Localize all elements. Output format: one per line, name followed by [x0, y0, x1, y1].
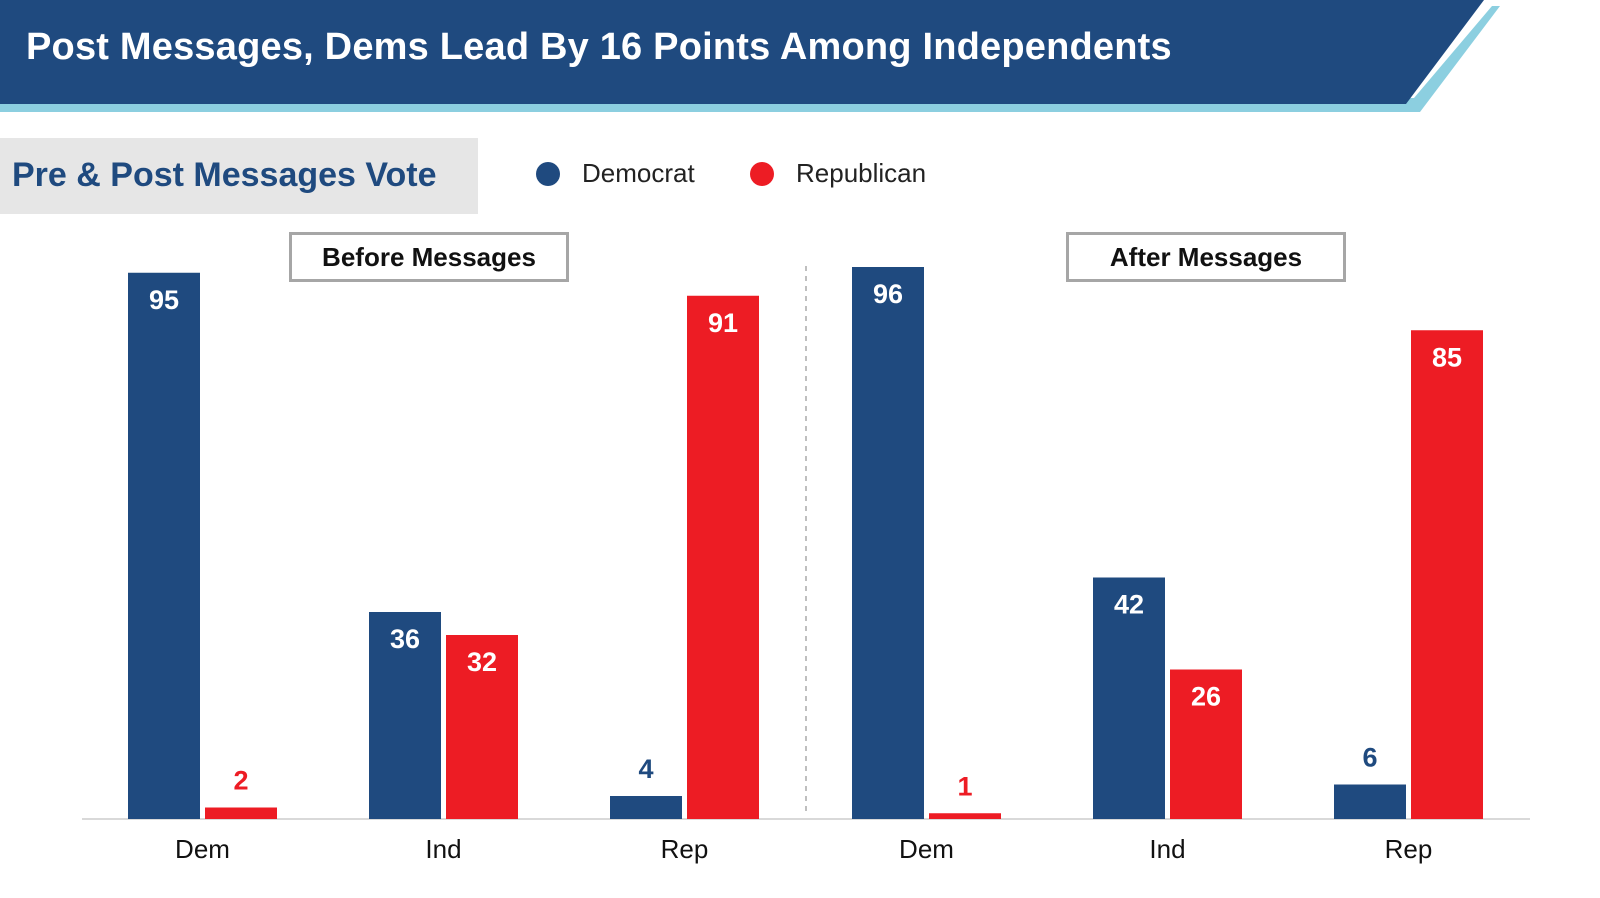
page-title: Post Messages, Dems Lead By 16 Points Am… — [26, 26, 1172, 68]
bar-before-ind-republican — [446, 635, 518, 819]
legend-label-democrat: Democrat — [582, 158, 695, 188]
x-tick-label-before-rep: Rep — [661, 834, 709, 864]
x-tick-label-before-ind: Ind — [425, 834, 461, 864]
data-label-after-dem-republican: 1 — [957, 771, 972, 801]
x-tick-label-before-dem: Dem — [175, 834, 230, 864]
bar-before-dem-democrat — [128, 272, 200, 819]
data-label-before-ind-republican: 32 — [467, 647, 497, 677]
chart-subtitle: Pre & Post Messages Vote — [12, 156, 437, 194]
data-label-after-rep-democrat: 6 — [1362, 743, 1377, 773]
legend-dot-republican — [750, 161, 774, 186]
bar-after-ind-democrat — [1093, 577, 1165, 819]
bar-after-ind-republican — [1170, 669, 1242, 819]
x-tick-label-after-dem: Dem — [899, 834, 954, 864]
legend-label-republican: Republican — [796, 158, 927, 188]
bar-before-rep-republican — [687, 295, 759, 819]
bar-before-rep-democrat — [610, 796, 682, 819]
bar-after-dem-republican — [929, 813, 1001, 819]
bar-before-dem-republican — [205, 807, 277, 819]
x-tick-label-after-rep: Rep — [1385, 834, 1433, 864]
title-banner — [0, 0, 1500, 112]
legend-item-democrat: Democrat — [536, 158, 695, 189]
legend-item-republican: Republican — [750, 158, 926, 189]
data-label-after-ind-republican: 26 — [1191, 682, 1221, 712]
bar-before-ind-democrat — [369, 612, 441, 819]
panel-label-after: After Messages — [1066, 232, 1346, 282]
x-tick-label-after-ind: Ind — [1149, 834, 1185, 864]
data-label-before-rep-democrat: 4 — [638, 754, 653, 784]
data-label-before-dem-democrat: 95 — [149, 285, 179, 315]
bar-after-dem-democrat — [852, 267, 924, 819]
data-label-after-rep-republican: 85 — [1432, 342, 1462, 372]
bar-after-rep-democrat — [1334, 784, 1406, 819]
banner-background — [0, 0, 1484, 104]
subtitle-box: Pre & Post Messages Vote — [0, 138, 478, 214]
data-label-after-dem-democrat: 96 — [873, 279, 903, 309]
data-label-before-rep-republican: 91 — [708, 308, 738, 338]
data-label-before-ind-democrat: 36 — [390, 624, 420, 654]
data-label-before-dem-republican: 2 — [233, 766, 248, 796]
data-label-after-ind-democrat: 42 — [1114, 590, 1144, 620]
panel-label-before: Before Messages — [289, 232, 569, 282]
legend-dot-democrat — [536, 161, 560, 186]
bar-after-rep-republican — [1411, 330, 1483, 819]
bars-layer: 95 2 Dem 36 32 Ind 4 91 Rep 96 1 Dem 42 26 Ind 6 85 Rep — [128, 267, 1483, 864]
